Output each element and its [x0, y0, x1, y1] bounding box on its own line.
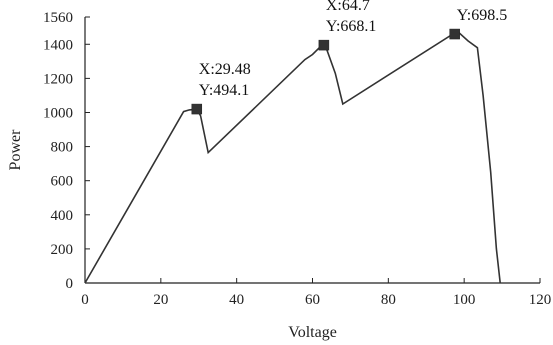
- y-axis-title: Power: [7, 129, 24, 171]
- x-tick-label: 80: [381, 292, 396, 308]
- y-tick-label: 600: [51, 174, 74, 190]
- power-curve: [84, 31, 501, 284]
- peak-markers: [191, 28, 460, 115]
- y-ticks: 0 200 400 600 800 1000 1200 1400 1560: [43, 10, 90, 292]
- annotation-y-value: Y:698.5: [457, 7, 508, 24]
- annotation-y-value: Y:668.1: [326, 18, 377, 35]
- peak-marker: [449, 28, 460, 40]
- x-tick-label: 100: [453, 292, 476, 308]
- y-tick-label: 1400: [43, 37, 73, 53]
- y-tick-label: 200: [51, 242, 74, 258]
- peak-annotations: Y:494.1 X:29.48 Y:668.1 X:64.7 Y:698.5 X:100: [199, 0, 507, 99]
- x-tick-label: 120: [529, 292, 552, 308]
- x-tick-label: 40: [229, 292, 244, 308]
- x-tick-label: 60: [305, 292, 320, 308]
- y-tick-label: 1200: [43, 71, 73, 87]
- annotation-x-value: X:64.7: [326, 0, 370, 14]
- x-tick-label: 0: [81, 292, 89, 308]
- y-tick-label: 0: [66, 276, 74, 292]
- x-axis-title: Voltage: [288, 324, 337, 341]
- y-tick-label: 1000: [43, 105, 73, 121]
- x-tick-label: 20: [153, 292, 168, 308]
- annotation-x-value: X:29.48: [199, 61, 251, 78]
- annotation-x-value: X:100: [457, 0, 497, 3]
- y-tick-label: 800: [51, 140, 74, 156]
- peak-marker: [318, 39, 330, 51]
- x-ticks: 0 20 40 60 80 100 120: [81, 278, 551, 308]
- y-tick-label: 400: [51, 208, 74, 224]
- axes: [84, 17, 540, 284]
- y-tick-label: 1560: [43, 10, 73, 26]
- peak-marker: [191, 103, 203, 115]
- annotation-y-value: Y:494.1: [199, 82, 250, 99]
